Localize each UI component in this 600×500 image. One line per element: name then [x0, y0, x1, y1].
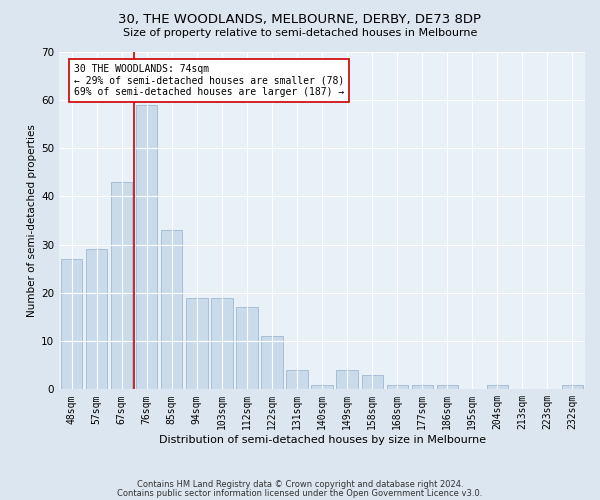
Text: Size of property relative to semi-detached houses in Melbourne: Size of property relative to semi-detach… [123, 28, 477, 38]
Bar [487, 384, 508, 390]
Bar [437, 384, 458, 390]
Bar [111, 182, 133, 390]
Bar [211, 298, 233, 390]
Bar [236, 308, 257, 390]
Bar [262, 336, 283, 390]
Bar [362, 375, 383, 390]
Text: Contains public sector information licensed under the Open Government Licence v3: Contains public sector information licen… [118, 489, 482, 498]
Bar [412, 384, 433, 390]
Bar [161, 230, 182, 390]
Text: Contains HM Land Registry data © Crown copyright and database right 2024.: Contains HM Land Registry data © Crown c… [137, 480, 463, 489]
Text: 30 THE WOODLANDS: 74sqm
← 29% of semi-detached houses are smaller (78)
69% of se: 30 THE WOODLANDS: 74sqm ← 29% of semi-de… [74, 64, 344, 97]
Y-axis label: Number of semi-detached properties: Number of semi-detached properties [27, 124, 37, 317]
Bar [562, 384, 583, 390]
Bar [386, 384, 408, 390]
Bar [136, 104, 157, 390]
Bar [186, 298, 208, 390]
Bar [311, 384, 333, 390]
Bar [86, 250, 107, 390]
Text: 30, THE WOODLANDS, MELBOURNE, DERBY, DE73 8DP: 30, THE WOODLANDS, MELBOURNE, DERBY, DE7… [119, 12, 482, 26]
Bar [337, 370, 358, 390]
X-axis label: Distribution of semi-detached houses by size in Melbourne: Distribution of semi-detached houses by … [158, 435, 485, 445]
Bar [286, 370, 308, 390]
Bar [61, 259, 82, 390]
